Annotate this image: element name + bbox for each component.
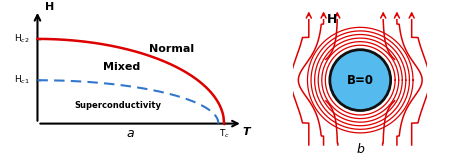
- Text: b: b: [356, 143, 364, 156]
- Text: H: H: [45, 2, 54, 12]
- Text: H$_{c1}$: H$_{c1}$: [14, 74, 30, 86]
- Text: H$_{c2}$: H$_{c2}$: [14, 33, 30, 45]
- Text: T$_c$: T$_c$: [219, 128, 229, 140]
- Text: Mixed: Mixed: [103, 62, 140, 72]
- Text: Normal: Normal: [149, 44, 194, 54]
- Text: Superconductivity: Superconductivity: [75, 100, 162, 109]
- Text: T: T: [243, 127, 250, 137]
- Text: B=0: B=0: [347, 74, 374, 87]
- Text: H: H: [328, 13, 337, 26]
- Text: a: a: [127, 127, 135, 140]
- Circle shape: [330, 50, 391, 111]
